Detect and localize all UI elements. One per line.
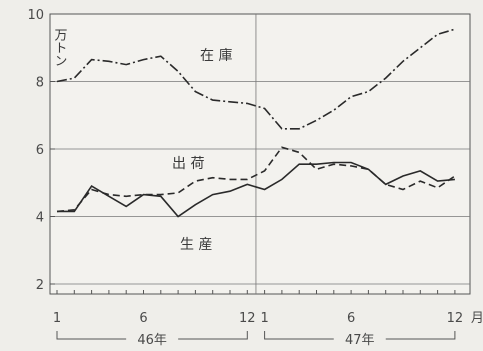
x-tick-label: 1 [53, 311, 61, 326]
series-label: 出 荷 [172, 156, 204, 172]
x-tick-label: 12 [239, 311, 256, 326]
y-tick-label: 6 [36, 143, 44, 158]
y-tick-label: 8 [36, 76, 44, 91]
x-tick-label: 6 [139, 311, 147, 326]
year-bracket-left [56, 331, 127, 340]
series-labels: 在 庫出 荷生 産 [172, 47, 232, 253]
y-unit-label: 万トン [52, 28, 68, 67]
series-line-2 [57, 161, 455, 218]
year-label: 46年 [137, 333, 167, 348]
y-tick-label: 10 [27, 8, 44, 23]
y-axis: 2 4 6 8 10 [27, 8, 55, 293]
year-label: 47年 [345, 333, 375, 348]
plot-area [49, 13, 471, 295]
series-layer [56, 28, 456, 218]
x-tick-label: 12 [447, 311, 464, 326]
grid [50, 14, 470, 294]
x-tick-label: 6 [347, 311, 355, 326]
x-tick-label: 1 [260, 311, 268, 326]
year-bracket-left [264, 331, 334, 340]
x-axis: 1 6 12 1 6 12 [53, 290, 463, 326]
series-label: 在 庫 [200, 47, 232, 64]
year-bracket-right [385, 331, 456, 340]
series-line-1 [56, 146, 456, 213]
year-bracket-right [178, 331, 248, 340]
series-line-0 [56, 28, 456, 130]
year-brackets: 46年 47年 [56, 331, 456, 348]
y-tick-label: 4 [36, 211, 44, 226]
series-label: 生 産 [180, 237, 212, 253]
y-tick-label: 2 [36, 278, 44, 293]
x-unit-label: 月 [471, 311, 483, 326]
